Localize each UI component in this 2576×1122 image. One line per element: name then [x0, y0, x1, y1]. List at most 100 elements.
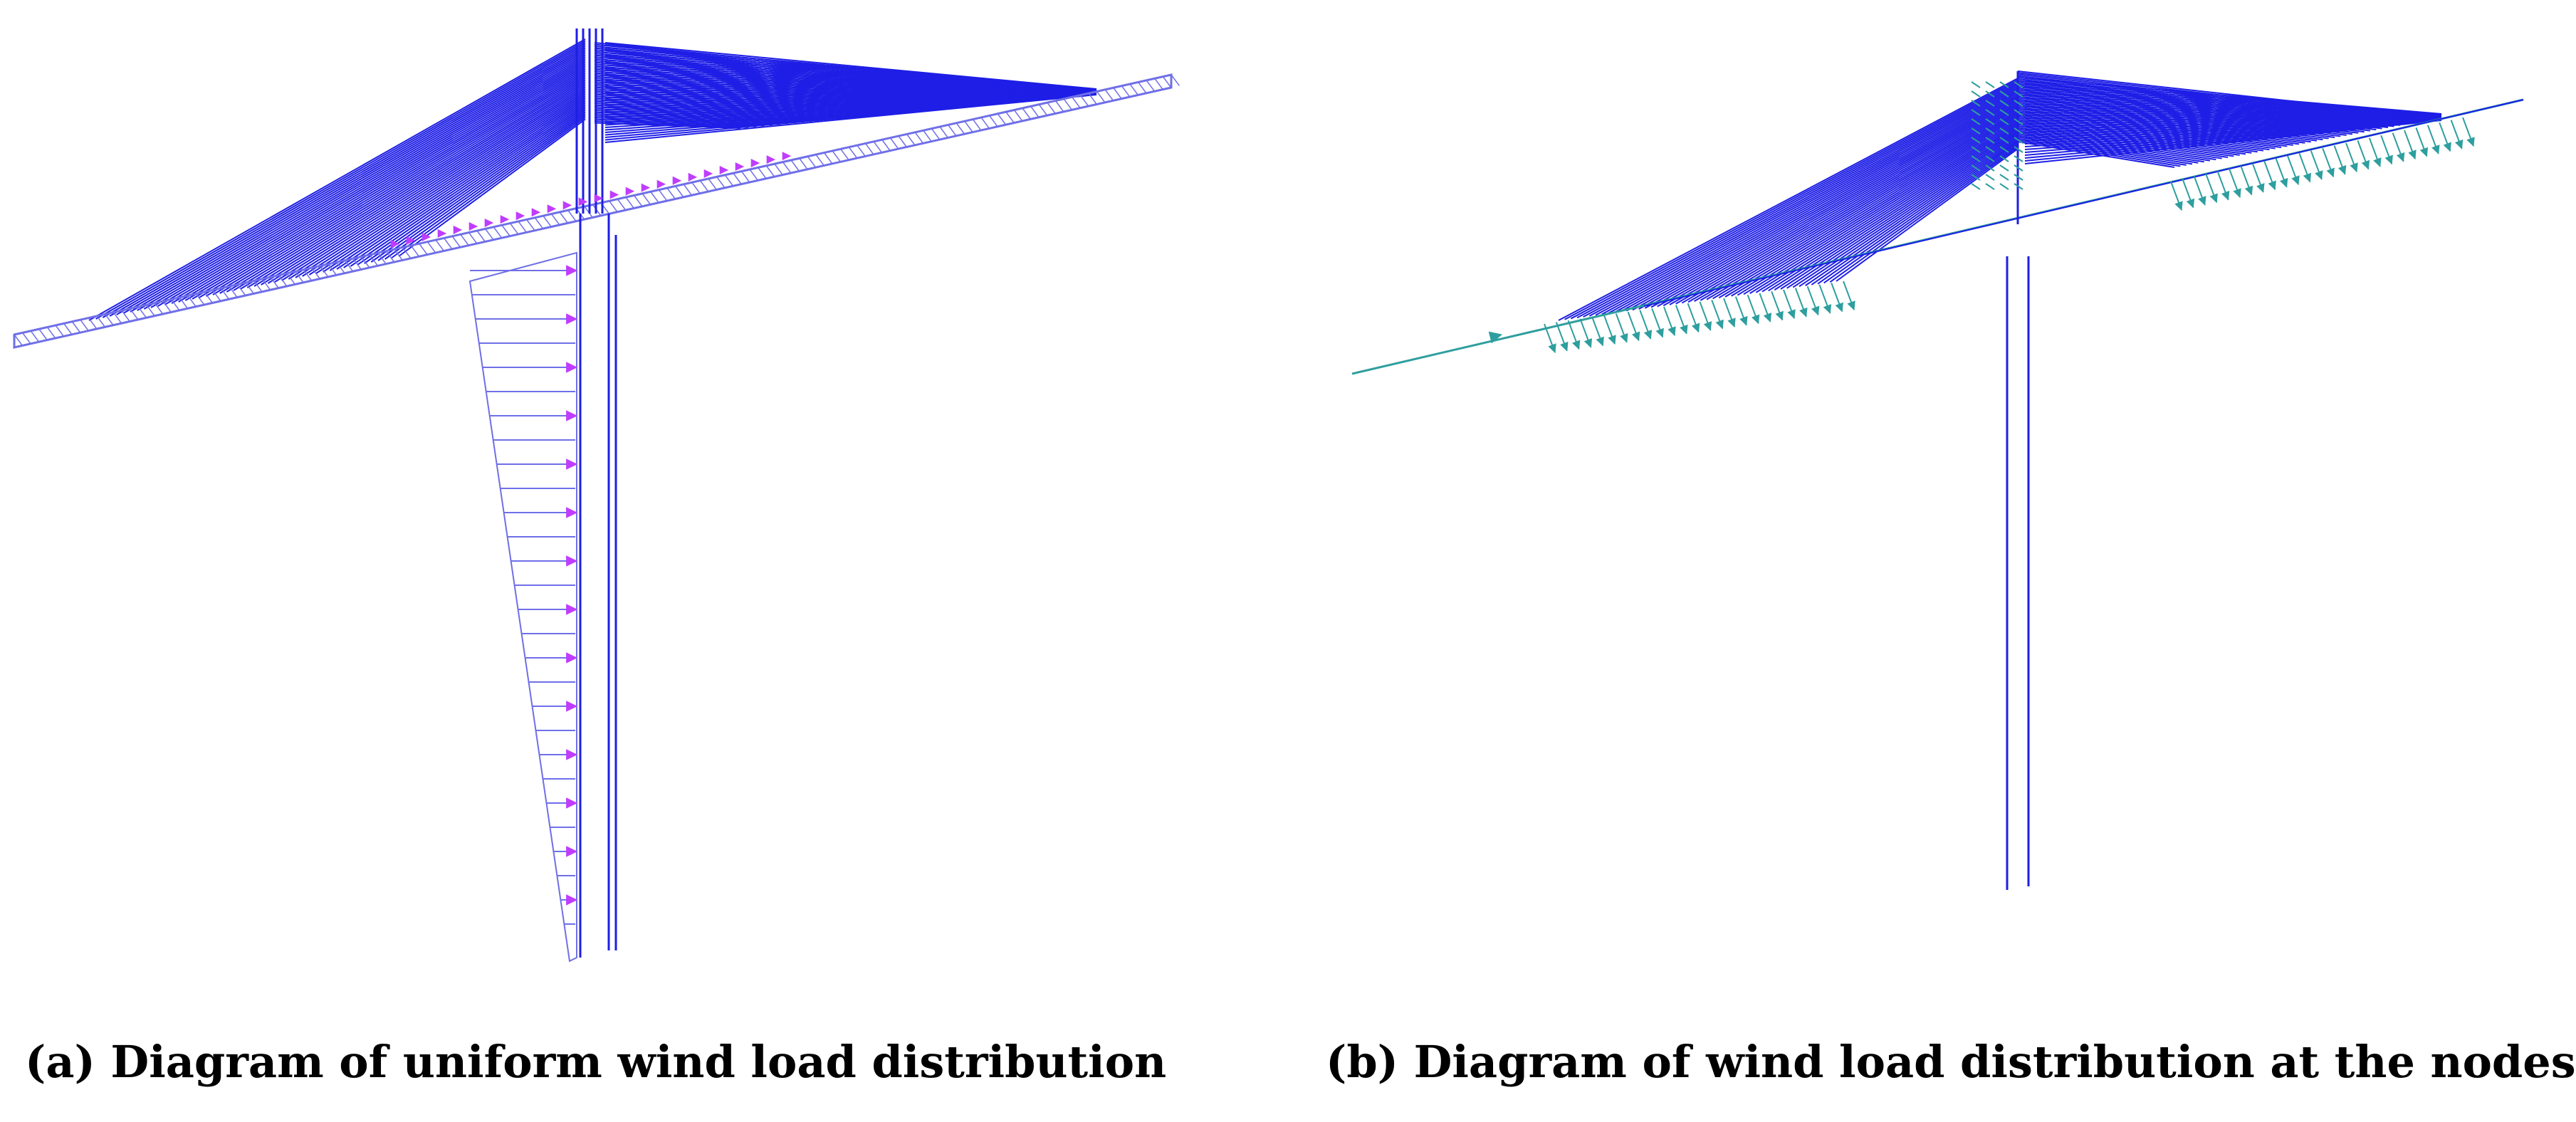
deck-lattice — [691, 182, 701, 194]
deck-lattice — [815, 154, 824, 166]
stay-cable — [295, 92, 586, 278]
nodal-load-arrow-head — [2337, 164, 2347, 175]
deck-lattice — [328, 263, 337, 276]
deck-lattice — [360, 256, 370, 268]
nodal-load-arrow-head — [2268, 180, 2276, 191]
deck-lattice — [997, 113, 1007, 125]
deck-lattice — [567, 209, 577, 222]
nodal-load-arrow-head — [1560, 341, 1569, 352]
nodal-load-arrow-head — [1715, 319, 1724, 330]
stay-cable — [1749, 126, 2019, 294]
stay-cable — [1583, 83, 2019, 318]
deck-lattice — [948, 124, 957, 137]
deck-load-arrow — [766, 155, 776, 164]
deck-lattice — [790, 159, 800, 172]
deck-lattice — [889, 137, 899, 150]
nodal-load-arrow-head — [1583, 338, 1593, 348]
stay-cable — [212, 70, 586, 295]
nodal-load-arrow-head — [1727, 318, 1736, 328]
tower-nodal-arrow — [2014, 155, 2023, 162]
deck-lattice — [146, 304, 155, 317]
stay-cable — [1681, 109, 2019, 304]
tower-pylon — [2006, 71, 2030, 890]
nodal-load-arrow-head — [1763, 313, 1772, 323]
stay-cable — [246, 79, 586, 288]
deck-lattice — [1063, 98, 1073, 110]
deck-lattice — [550, 214, 560, 226]
stay-cable — [102, 42, 586, 318]
nodal-load-arrow-head — [1703, 321, 1712, 331]
stay-cable — [2024, 120, 2442, 164]
deck-lattice — [625, 196, 634, 209]
stay-cable — [1564, 79, 2019, 320]
tower-nodal-arrow — [1985, 137, 1995, 144]
deck-lattice — [410, 245, 420, 257]
stay-cable — [2017, 119, 2258, 153]
tower-nodal-arrow — [1971, 109, 1981, 116]
tower-nodal-arrow — [2014, 81, 2023, 88]
deck-lattice — [939, 126, 948, 138]
bridge-deck-line — [1351, 98, 2524, 375]
figure-b-nodal-wind-load — [1351, 70, 2524, 890]
stay-cable — [261, 83, 586, 285]
stay-cable — [604, 94, 1097, 143]
stay-cable — [1570, 80, 2019, 320]
deck-lattice — [840, 148, 849, 161]
deck-load-arrow — [437, 229, 447, 238]
stay-cable — [1638, 98, 2019, 310]
stay-cable — [1644, 99, 2019, 309]
deck-load-arrow — [750, 159, 760, 168]
deck-lattice — [1154, 78, 1163, 90]
caption-b-marker: (b) — [1326, 1036, 1399, 1088]
tower-load-arrow — [566, 410, 578, 421]
tower-nodal-arrow — [1985, 183, 1995, 190]
deck-lattice — [1162, 76, 1172, 88]
tower-nodal-arrow — [1999, 183, 2009, 190]
stay-cable — [267, 85, 586, 284]
tower-nodal-arrow — [2014, 90, 2023, 98]
nodal-load-arrow-head — [1691, 323, 1700, 333]
tower-nodal-arrow — [1985, 127, 1995, 135]
deck-lattice — [633, 195, 643, 207]
deck-lattice — [1104, 89, 1114, 101]
deck-lattice — [1088, 93, 1097, 105]
tower-nodal-arrow — [1985, 146, 1995, 153]
caption-b-text: Diagram of wind load distribution at the… — [1398, 1036, 2576, 1088]
stay-cable — [192, 65, 586, 300]
tower-load-arrow — [566, 749, 578, 760]
deck-lattice — [14, 334, 23, 346]
deck-load-arrow — [578, 197, 588, 206]
deck-load-arrow — [609, 190, 619, 199]
deck-lattice — [1030, 105, 1040, 118]
deck-load-arrow — [390, 239, 400, 248]
stay-cable — [157, 56, 586, 307]
stay-cable — [1625, 95, 2019, 312]
nodal-load-arrow-head — [2233, 188, 2241, 199]
nodal-load-arrow-head — [1596, 336, 1604, 347]
tower-load-arrow — [566, 362, 578, 373]
tower-nodal-arrow — [1985, 164, 1995, 172]
deck-lattice — [864, 143, 874, 155]
deck-lattice — [848, 147, 858, 159]
deck-lattice — [758, 167, 767, 179]
deck-load-arrow — [641, 183, 651, 192]
deck-lattice — [385, 251, 395, 263]
tower-load-arrow — [566, 894, 578, 906]
stay-cable — [329, 100, 586, 271]
deck-lattice — [220, 288, 230, 300]
tower-nodal-arrow — [1971, 81, 1981, 88]
deck-lattice — [1113, 87, 1122, 100]
deck-centerline-blue — [1643, 99, 2524, 307]
deck-lattice — [286, 273, 296, 285]
caption-b: (b) Diagram of wind load distribution at… — [1326, 1036, 2576, 1088]
deck-lattice — [402, 247, 412, 259]
deck-lattice — [311, 267, 320, 280]
stay-cable — [1811, 142, 2019, 285]
deck-lattice — [799, 157, 808, 170]
deck-lattice — [377, 252, 387, 265]
stay-cable — [1663, 104, 2019, 307]
deck-lattice — [914, 132, 924, 144]
deck-lattice — [1005, 111, 1015, 124]
nodal-load-arrow-head — [2384, 154, 2393, 165]
tower-load-arrow — [566, 797, 578, 809]
